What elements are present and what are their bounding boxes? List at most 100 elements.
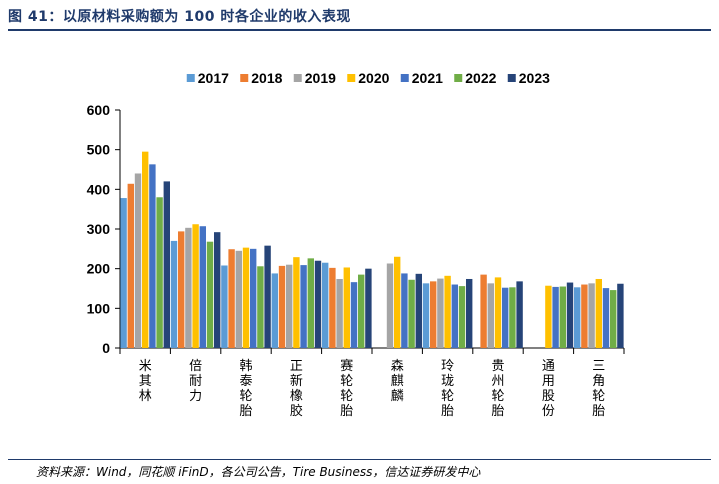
bar-2021 (451, 284, 458, 348)
bar-2022 (156, 197, 163, 348)
bar-2023 (214, 232, 221, 348)
legend-label: 2017 (198, 70, 229, 86)
x-tick-label: 正新橡胶 (290, 359, 303, 419)
legend-label: 2018 (251, 70, 282, 86)
x-tick-label: 玲珑轮胎 (441, 359, 454, 419)
bar-2021 (149, 164, 156, 348)
bar-2018 (329, 267, 336, 348)
title-divider (8, 29, 711, 31)
bar-2021 (300, 265, 307, 348)
bars (120, 151, 624, 348)
legend-label: 2020 (358, 70, 389, 86)
y-tick-label: 500 (87, 142, 111, 158)
bar-2021 (602, 288, 610, 348)
x-tick-label: 森麒麟 (391, 359, 404, 404)
bar-2021 (350, 282, 358, 348)
figure-title: 图 41：以原材料采购额为 100 时各企业的收入表现 (8, 9, 351, 25)
bar-2019 (336, 278, 343, 348)
bar-2023 (566, 282, 574, 348)
bar-2017 (574, 287, 581, 348)
bar-2022 (559, 286, 566, 348)
x-tick-label: 韩泰轮胎 (239, 359, 252, 419)
legend-label: 2023 (519, 70, 550, 86)
y-tick-label: 300 (87, 221, 111, 237)
bar-2022 (257, 266, 264, 348)
legend-label: 2019 (305, 70, 336, 86)
y-axis: 0 100 200 300 400 500 600 (87, 102, 121, 356)
bar-2020 (293, 257, 300, 348)
bar-2023 (415, 273, 422, 348)
x-tick-label: 三角轮胎 (592, 359, 605, 419)
source-note: 资料来源：Wind，同花顺 iFinD，各公司公告，Tire Business，… (36, 465, 481, 479)
bar-2017 (322, 262, 329, 348)
bar-2019 (386, 263, 394, 348)
x-tick-label: 贵州轮胎 (491, 359, 504, 419)
legend-swatch (400, 74, 409, 82)
bar-2018 (178, 231, 185, 348)
bar-chart: 2017 2018 2019 2020 2021 2022 2023 0 100 200 300 4… (87, 70, 625, 419)
legend-swatch (507, 74, 516, 82)
bar-2020 (242, 247, 250, 348)
bar-2020 (343, 267, 350, 348)
bar-2017 (170, 240, 178, 348)
bar-2020 (595, 278, 602, 348)
bar-2018 (228, 249, 235, 348)
y-tick-label: 0 (102, 340, 110, 356)
legend-label: 2021 (412, 70, 443, 86)
bar-2021 (199, 226, 206, 348)
bar-2021 (502, 287, 509, 348)
bar-2020 (192, 224, 199, 348)
bar-2018 (430, 281, 437, 348)
bar-2021 (552, 286, 559, 348)
bar-2019 (487, 283, 494, 348)
bar-2020 (394, 256, 401, 348)
bar-2017 (271, 273, 278, 348)
bar-2019 (185, 227, 192, 348)
legend-label: 2022 (465, 70, 496, 86)
bar-2022 (307, 258, 314, 348)
bar-2018 (480, 274, 487, 348)
bar-2023 (365, 268, 372, 348)
bar-2017 (422, 283, 430, 348)
bar-2022 (458, 286, 466, 348)
bar-2023 (264, 245, 271, 348)
chart-legend: 2017 2018 2019 2020 2021 2022 2023 (186, 70, 550, 86)
bar-2020 (494, 277, 502, 348)
legend-swatch (293, 74, 302, 82)
legend-swatch (186, 74, 195, 82)
legend-swatch (240, 74, 249, 82)
x-tick-label: 倍耐力 (189, 359, 202, 404)
bar-2021 (401, 273, 408, 348)
bar-2022 (610, 290, 617, 348)
bar-2017 (120, 198, 127, 348)
footer-divider (8, 459, 711, 460)
bar-2023 (617, 283, 624, 348)
bar-2019 (134, 173, 142, 348)
bar-2022 (509, 287, 516, 348)
bar-2020 (142, 151, 149, 348)
y-tick-label: 100 (87, 300, 111, 316)
bar-2023 (466, 278, 473, 348)
bar-2020 (444, 275, 451, 348)
x-tick-label: 赛轮轮胎 (340, 358, 353, 419)
bar-2017 (221, 265, 228, 348)
bar-2018 (127, 183, 134, 348)
bar-2019 (437, 278, 444, 348)
bar-2019 (588, 283, 595, 348)
bar-2018 (581, 284, 588, 348)
x-tick-label: 米其林 (139, 359, 152, 404)
bar-2019 (286, 264, 293, 348)
bar-2021 (250, 248, 257, 348)
bar-2020 (545, 285, 552, 348)
legend-swatch (347, 74, 356, 82)
bar-2023 (163, 181, 170, 348)
bar-2022 (206, 241, 214, 348)
bar-2018 (278, 265, 286, 348)
x-tick-label: 通用股份 (542, 359, 555, 419)
bar-2022 (408, 279, 415, 348)
y-tick-label: 600 (87, 102, 111, 118)
bar-2022 (358, 274, 365, 348)
y-tick-label: 400 (87, 181, 111, 197)
bar-2019 (235, 250, 242, 348)
legend-swatch (454, 74, 463, 82)
